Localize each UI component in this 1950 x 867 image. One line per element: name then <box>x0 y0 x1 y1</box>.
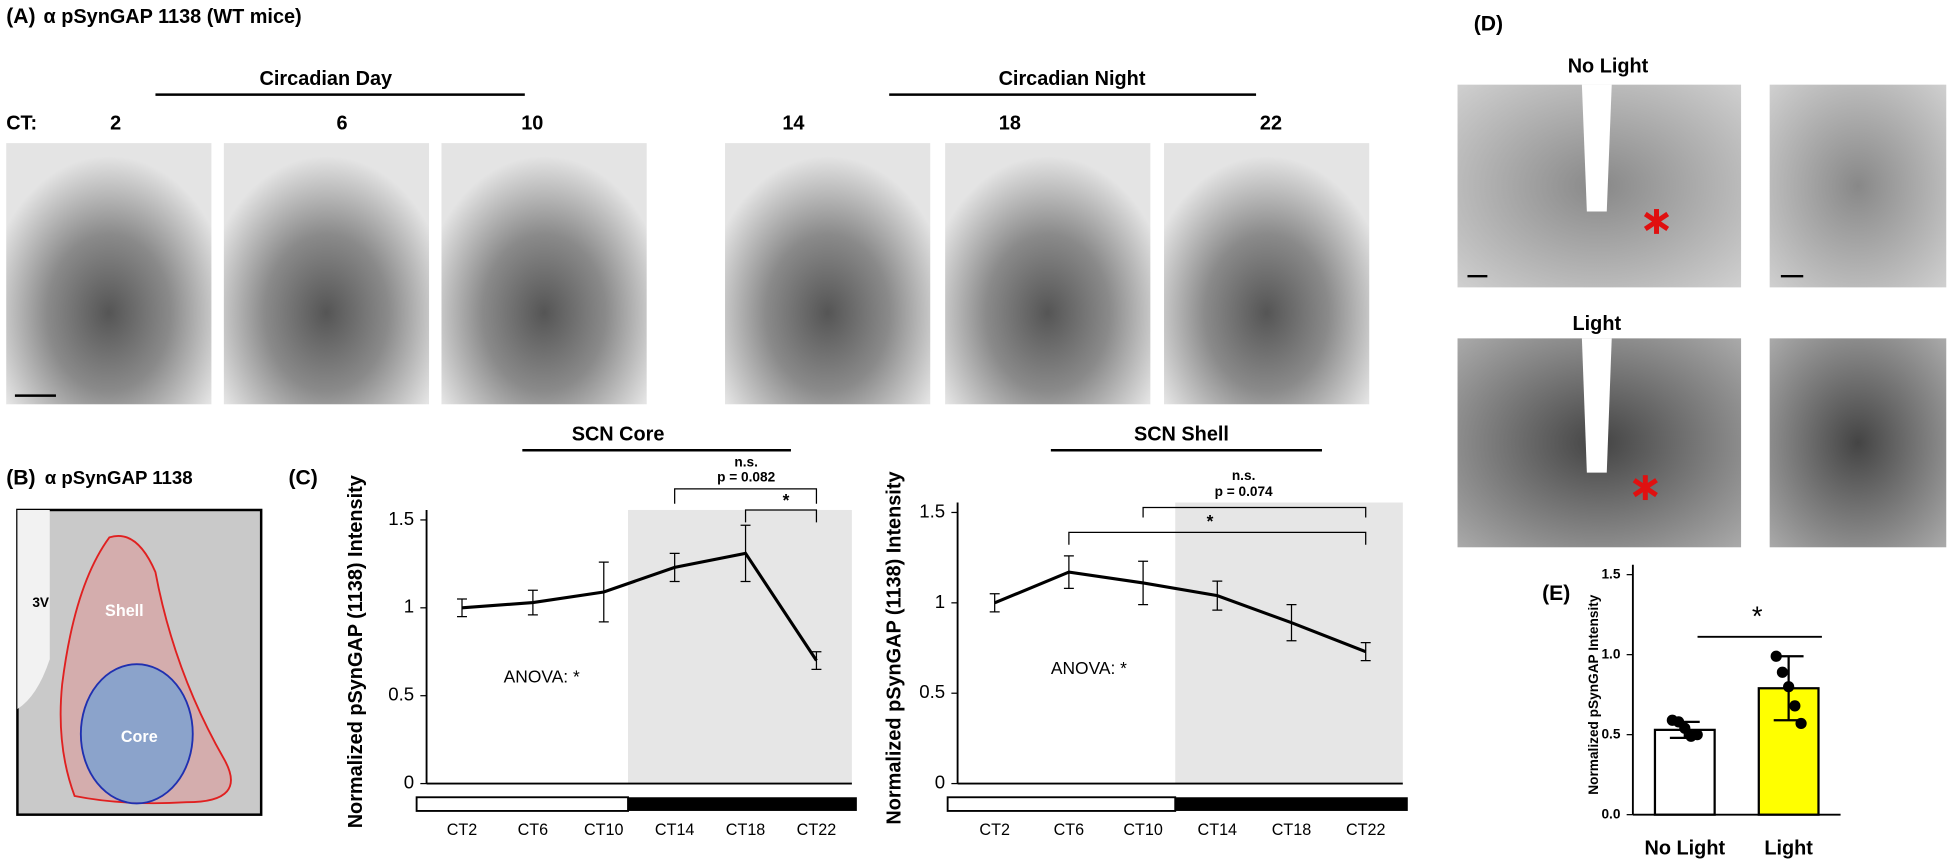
light-bar <box>415 796 629 812</box>
x-tick-label: Light <box>1764 838 1813 860</box>
micrographs-a <box>6 93 1370 405</box>
night-label: Circadian Night <box>999 68 1146 90</box>
panel-title: α pSynGAP 1138 (WT mice) <box>44 6 302 28</box>
annotation: ANOVA: * <box>1051 658 1127 678</box>
line <box>461 551 818 662</box>
dark-bar <box>628 797 857 811</box>
y-tick-label: 1.5 <box>1601 566 1620 581</box>
day-label: Circadian Day <box>260 68 393 90</box>
annotation: ANOVA: * <box>504 666 580 686</box>
error-bar <box>989 593 1000 613</box>
annotation: * <box>1752 600 1763 631</box>
annotation: n.s. <box>1232 468 1256 483</box>
time-label: 6 <box>336 113 347 135</box>
condition-label: Light <box>1573 313 1622 335</box>
y-tick-label: 0.5 <box>388 684 414 705</box>
panel-label: (E) <box>1542 582 1570 605</box>
night-shade <box>628 509 852 784</box>
x-tick-label: CT2 <box>979 821 1010 839</box>
micrographs-d <box>1457 84 1947 548</box>
bracket <box>674 488 818 504</box>
data-point <box>1789 700 1801 712</box>
data-point <box>1679 722 1691 734</box>
y-tick-label: 1.5 <box>388 508 414 529</box>
x-tick-label: CT14 <box>1198 821 1238 839</box>
y-axis-label: Normalized pSynGAP Intensity <box>1586 594 1601 794</box>
time-label: 14 <box>782 113 804 135</box>
time-label: 18 <box>999 113 1021 135</box>
y-axis-label: Normalized pSynGAP (1138) Intensity <box>345 475 367 828</box>
data-point <box>1783 681 1795 693</box>
y-tick-label: 0.0 <box>1601 806 1620 821</box>
time-label: 2 <box>110 113 121 135</box>
panel-label: (A) <box>6 5 35 28</box>
data-point <box>1795 717 1807 730</box>
time-label: 10 <box>521 113 543 135</box>
time-label: 22 <box>1260 113 1282 135</box>
x-tick-label: No Light <box>1645 838 1726 860</box>
region-label: Shell <box>105 602 144 620</box>
chart-title: SCN Shell <box>1134 424 1229 446</box>
x-tick-label: CT22 <box>797 821 837 839</box>
annotation: * <box>783 490 790 510</box>
error-bar <box>1360 641 1371 662</box>
bracket <box>1068 531 1367 545</box>
dark-bar <box>1175 797 1408 811</box>
region-label: Core <box>121 728 158 746</box>
x-tick-label: CT6 <box>518 821 549 839</box>
micrograph-b <box>16 508 263 816</box>
y-tick-label: 1 <box>935 591 945 612</box>
panel-label: (C) <box>289 466 318 489</box>
x-tick-label: CT22 <box>1346 821 1386 839</box>
annotation: * <box>1207 511 1214 531</box>
y-tick-label: 1.0 <box>1601 646 1620 661</box>
y-tick-label: 0.5 <box>919 681 945 702</box>
annotation: p = 0.082 <box>717 469 775 484</box>
ct-label: CT: <box>6 113 37 135</box>
y-tick-label: 0.5 <box>1601 726 1620 741</box>
region-label: 3V <box>32 595 50 610</box>
annotation: p = 0.074 <box>1215 484 1273 499</box>
x-tick-label: CT18 <box>1272 821 1312 839</box>
data-point <box>1770 650 1782 662</box>
bracket <box>744 509 818 523</box>
bar <box>1653 728 1716 816</box>
panel-title: α pSynGAP 1138 <box>45 467 193 488</box>
y-tick-label: 0 <box>935 772 945 793</box>
data-point <box>1691 729 1703 741</box>
panel-label: (D) <box>1474 13 1503 36</box>
x-tick-label: CT14 <box>655 821 695 839</box>
y-axis-label: Normalized pSynGAP (1138) Intensity <box>884 471 906 824</box>
x-tick-label: CT2 <box>447 821 478 839</box>
x-tick-label: CT6 <box>1054 821 1085 839</box>
x-tick-label: CT10 <box>1123 821 1163 839</box>
y-tick-label: 0 <box>404 772 414 793</box>
x-tick-label: CT10 <box>584 821 624 839</box>
bracket <box>1142 506 1367 518</box>
chart-title: SCN Core <box>572 424 665 446</box>
y-tick-label: 1 <box>404 596 414 617</box>
y-tick-label: 1.5 <box>919 500 945 521</box>
panel-label: (B) <box>6 466 35 489</box>
light-bar <box>946 796 1177 812</box>
annotation: n.s. <box>734 454 758 469</box>
x-tick-label: CT18 <box>726 821 766 839</box>
condition-label: No Light <box>1568 56 1649 78</box>
line <box>994 570 1367 654</box>
data-point <box>1776 666 1789 678</box>
